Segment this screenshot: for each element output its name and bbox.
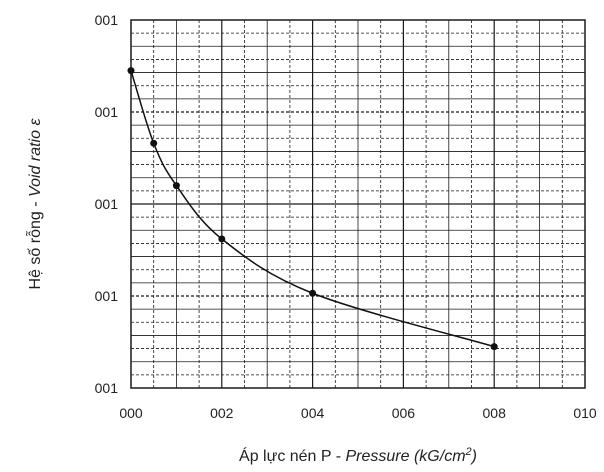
y-tick-label: 001 bbox=[95, 380, 119, 396]
data-point bbox=[150, 139, 158, 147]
y-tick-label: 001 bbox=[95, 288, 119, 304]
data-point bbox=[309, 289, 317, 297]
plot-frame bbox=[130, 19, 586, 389]
x-tick-label: 000 bbox=[119, 405, 143, 421]
data-point bbox=[490, 343, 498, 351]
x-tick-label: 008 bbox=[483, 405, 507, 421]
y-tick-label: 001 bbox=[95, 104, 119, 120]
x-tick-label: 002 bbox=[210, 405, 234, 421]
x-tick-label: 010 bbox=[573, 405, 597, 421]
x-tick-label: 004 bbox=[301, 405, 325, 421]
x-axis-label: Áp lực nén P - Pressure (kG/cm2) bbox=[239, 446, 477, 465]
y-tick-label: 001 bbox=[95, 12, 119, 28]
y-axis-tick-labels: 001 001 001 001 001 bbox=[95, 12, 119, 396]
x-tick-label: 006 bbox=[392, 405, 416, 421]
data-point bbox=[172, 182, 180, 190]
data-point bbox=[127, 67, 135, 75]
data-point bbox=[218, 235, 226, 243]
y-axis-label: Hệ số rỗng - Void ratio ε bbox=[25, 118, 44, 290]
x-axis-tick-labels: 000 002 004 006 008 010 bbox=[119, 405, 597, 421]
grid-lines bbox=[131, 20, 585, 388]
y-tick-label: 001 bbox=[95, 196, 119, 212]
data-points bbox=[127, 67, 498, 351]
